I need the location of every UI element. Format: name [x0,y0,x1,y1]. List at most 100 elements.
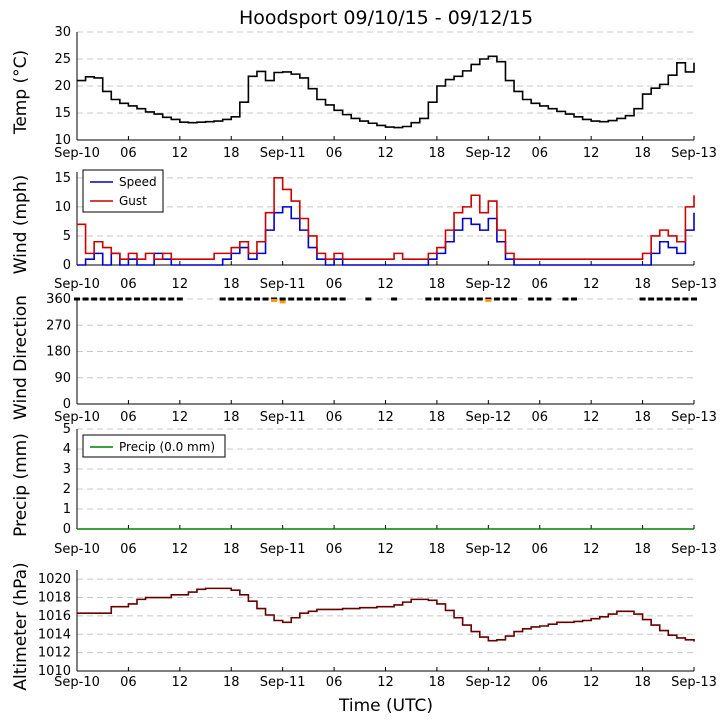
direction-point [433,297,440,301]
x-tick-label: 12 [583,410,600,425]
x-tick-label: Sep-10 [54,675,100,690]
x-tick-label: 06 [326,410,343,425]
direction-point [571,297,578,301]
x-tick-label: 18 [429,675,446,690]
direction-point [142,297,149,301]
x-tick-label: 12 [172,675,189,690]
x-tick-label: Sep-13 [671,146,717,161]
x-tick-label: 12 [172,410,189,425]
x-tick-label: Sep-13 [671,410,717,425]
y-tick-label: 5 [63,229,71,244]
y-tick-label: 10 [54,133,71,148]
x-tick-label: 12 [377,277,394,292]
direction-point [82,297,89,301]
y-tick-label: 270 [46,318,71,333]
x-tick-label: 18 [223,410,240,425]
y-axis-label: Precip (mm) [11,433,31,537]
direction-point [365,297,372,301]
y-tick-label: 180 [46,345,71,360]
panel-altimeter: 1010 1012 1014 1016 1018 1020 Altimeter (hPa) S… [11,562,717,690]
direction-point [279,300,286,304]
y-tick-label: 1018 [38,591,71,606]
y-tick-label: 0 [63,522,71,537]
x-tick-label: 18 [634,277,651,292]
y-tick-label: 1 [63,502,71,517]
x-tick-label: 06 [326,675,343,690]
series-gust [77,177,695,260]
panel-temperature: 10 15 20 25 30 Temp (°C) Sep-10 06 12 18 Sep-11 06 1… [11,25,717,161]
direction-point [236,297,243,301]
y-axis-label: Wind (mph) [11,175,31,275]
x-tick-label: 18 [223,542,240,557]
x-tick-label: 18 [429,410,446,425]
direction-point [322,297,329,301]
legend-entry: Precip (0.0 mm) [119,440,215,454]
direction-point [116,297,123,301]
y-tick-label: 20 [54,79,71,94]
x-tick-label: 12 [583,277,600,292]
direction-point [485,298,492,302]
y-tick-label: 15 [54,171,71,186]
y-tick-label: 25 [54,52,71,67]
direction-point [74,297,80,301]
x-tick-label: 12 [377,146,394,161]
x-tick-label: 18 [223,277,240,292]
x-tick-label: 18 [634,410,651,425]
direction-point [459,297,466,301]
series-altimeter [77,587,695,642]
panel-wind_direction: 0 90 180 270 360 Wind Direction Sep-10 06 12 18 Se… [11,292,717,425]
y-axis-label: Wind Direction [11,295,31,420]
direction-point [133,297,140,301]
x-tick-label: 06 [531,542,548,557]
y-tick-label: 1010 [38,664,71,679]
x-tick-label: Sep-10 [54,146,100,161]
x-tick-label: 18 [634,542,651,557]
direction-point [339,297,346,301]
direction-point [511,297,518,301]
x-tick-label: 06 [326,277,343,292]
x-tick-label: 06 [120,146,137,161]
direction-point [468,297,475,301]
direction-point [656,297,663,301]
direction-point [562,297,569,301]
direction-point [305,297,312,301]
y-axis-label: Altimeter (hPa) [11,562,31,690]
y-tick-label: 1014 [38,627,71,642]
direction-point [665,297,672,301]
direction-point [691,297,697,301]
y-tick-label: 4 [63,442,71,457]
x-tick-label: 06 [120,277,137,292]
direction-point [176,297,183,301]
x-tick-label: Sep-13 [671,542,717,557]
y-tick-label: 30 [54,25,71,40]
y-tick-label: 0 [63,258,71,273]
x-tick-label: Sep-12 [465,675,511,690]
x-tick-label: 12 [583,146,600,161]
y-tick-label: 90 [54,371,71,386]
x-tick-label: Sep-12 [465,542,511,557]
series-temp [77,55,695,129]
direction-point [528,297,535,301]
x-tick-label: Sep-11 [260,410,306,425]
x-tick-label: 18 [429,277,446,292]
x-tick-label: 12 [377,542,394,557]
direction-point [151,297,158,301]
direction-point [168,297,175,301]
x-tick-label: Sep-10 [54,542,100,557]
chart-title: Hoodsport 09/10/15 - 09/12/15 [239,7,533,29]
direction-point [219,297,226,301]
direction-point [682,297,689,301]
x-tick-label: 12 [583,542,600,557]
direction-point [99,297,106,301]
direction-point [91,297,98,301]
direction-point [253,297,260,301]
x-tick-label: 06 [531,675,548,690]
y-tick-label: 1020 [38,572,71,587]
direction-point [673,297,680,301]
direction-point [262,297,269,301]
legend-entry: Gust [119,194,147,208]
x-tick-label: Sep-11 [260,146,306,161]
x-tick-label: 18 [429,542,446,557]
